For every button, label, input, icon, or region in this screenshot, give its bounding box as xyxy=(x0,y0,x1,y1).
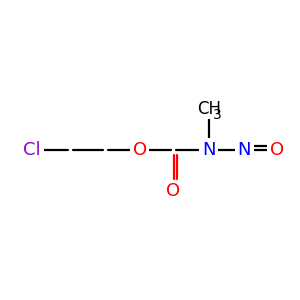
Text: O: O xyxy=(167,182,181,200)
Text: O: O xyxy=(133,141,147,159)
Text: O: O xyxy=(269,141,284,159)
Text: 3: 3 xyxy=(213,108,221,122)
Text: N: N xyxy=(238,141,251,159)
Text: N: N xyxy=(202,141,216,159)
Text: CH: CH xyxy=(197,100,221,118)
Text: Cl: Cl xyxy=(23,141,41,159)
